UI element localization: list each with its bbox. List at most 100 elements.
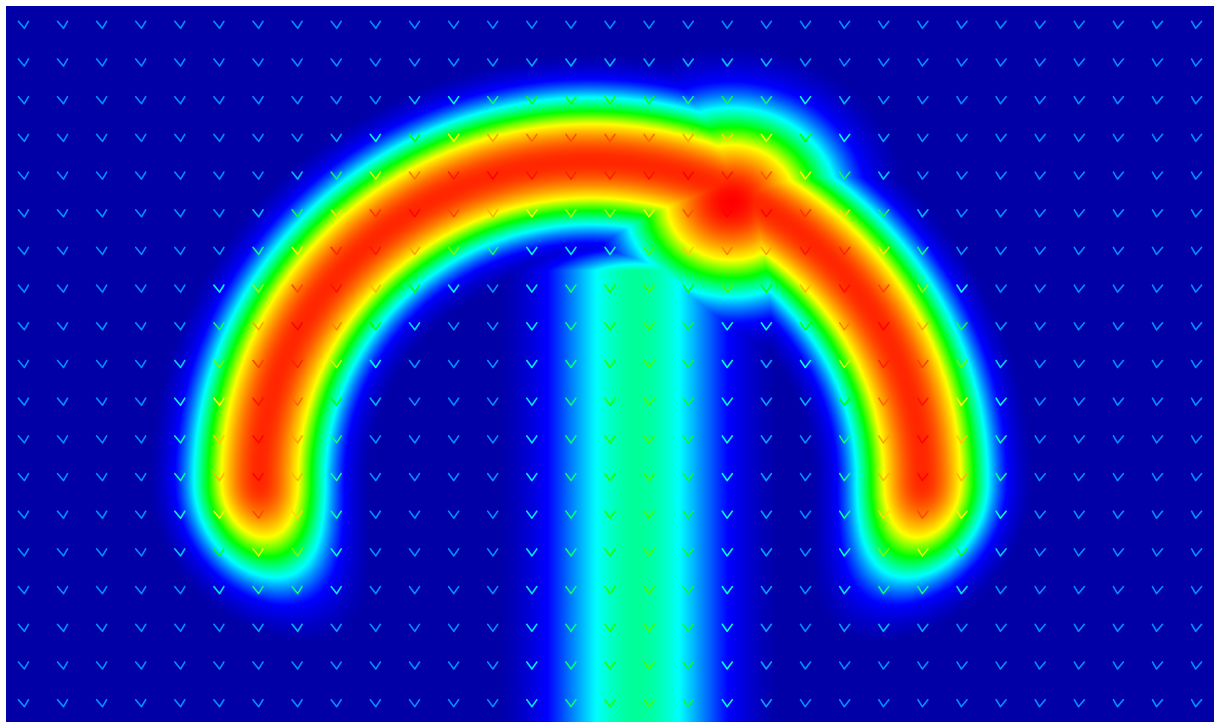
vector-glyph [1112,20,1125,30]
vector-glyph [95,585,108,595]
vector-glyph [408,246,421,256]
vector-glyph [565,171,577,180]
vector-glyph [17,284,30,293]
vector-glyph [721,435,734,444]
vector-glyph [17,133,30,143]
vector-glyph [682,58,694,67]
vector-glyph [721,472,734,482]
vector-glyph [526,133,538,143]
vector-glyph [134,322,147,331]
vector-glyph [604,209,616,218]
vector-glyph [1073,510,1086,519]
vector-glyph [213,246,225,256]
vector-glyph [995,397,1007,406]
vector-glyph [174,397,186,406]
vector-glyph [56,585,69,595]
vector-glyph [1190,209,1203,218]
vector-glyph [526,95,538,105]
vector-glyph [643,284,655,293]
vector-glyph [643,397,655,406]
vector-glyph [604,359,616,369]
vector-glyph [1112,661,1125,670]
vector-glyph [174,133,186,143]
vector-glyph [174,698,186,708]
vector-glyph [799,435,812,444]
vector-glyph [838,472,851,482]
vector-glyph [447,435,460,444]
vector-glyph [565,661,577,670]
vector-glyph [1112,359,1125,369]
vector-glyph [447,58,460,67]
vector-glyph [604,322,616,331]
vector-glyph [878,698,890,708]
vector-glyph [799,246,812,256]
vector-glyph [174,548,186,557]
vector-glyph [252,58,264,67]
vector-glyph [721,171,734,180]
vector-glyph [1151,209,1164,218]
vector-glyph [721,20,734,30]
vector-glyph [1112,510,1125,519]
vector-glyph [643,359,655,369]
vector-glyph [565,322,577,331]
vector-glyph [604,585,616,595]
vector-glyph [408,397,421,406]
vector-glyph [1034,20,1046,30]
vector-glyph [56,435,69,444]
vector-glyph [1034,209,1046,218]
vector-glyph [1151,623,1164,633]
vector-glyph [995,284,1007,293]
vector-glyph [486,397,499,406]
vector-glyph [174,623,186,633]
vector-glyph [604,623,616,633]
vector-glyph [760,359,773,369]
vector-glyph [1034,661,1046,670]
vector-glyph [760,58,773,67]
vector-glyph [995,209,1007,218]
vector-glyph [1034,472,1046,482]
vector-glyph [917,171,929,180]
vector-glyph [760,209,773,218]
vector-glyph [17,58,30,67]
vector-glyph [643,472,655,482]
vector-glyph [134,171,147,180]
vector-glyph [134,698,147,708]
vector-glyph [604,95,616,105]
vector-glyph [408,171,421,180]
vector-glyph [995,698,1007,708]
vector-glyph [604,510,616,519]
vector-glyph [1190,623,1203,633]
vector-glyph [369,322,382,331]
vector-glyph [995,171,1007,180]
vector-glyph [95,623,108,633]
vector-glyph [643,510,655,519]
vector-glyph [878,510,890,519]
vector-glyph [408,661,421,670]
vector-glyph [174,95,186,105]
vector-glyph [408,623,421,633]
vector-glyph [526,623,538,633]
vector-glyph [917,246,929,256]
vector-glyph [408,284,421,293]
vector-glyph [56,698,69,708]
vector-glyph [643,95,655,105]
vector-glyph [565,698,577,708]
vector-glyph [760,623,773,633]
vector-glyph [995,623,1007,633]
vector-glyph [799,397,812,406]
vector-glyph [604,472,616,482]
vector-glyph [838,95,851,105]
vector-glyph [917,322,929,331]
vector-glyph [1190,322,1203,331]
vector-glyph [995,246,1007,256]
vector-glyph [95,435,108,444]
vector-glyph [95,397,108,406]
vector-glyph [917,359,929,369]
vector-glyph [526,171,538,180]
vector-glyph [799,171,812,180]
vector-glyph [956,510,968,519]
vector-glyph [95,661,108,670]
vector-glyph [252,698,264,708]
vector-glyph [17,322,30,331]
vector-glyph [291,661,303,670]
